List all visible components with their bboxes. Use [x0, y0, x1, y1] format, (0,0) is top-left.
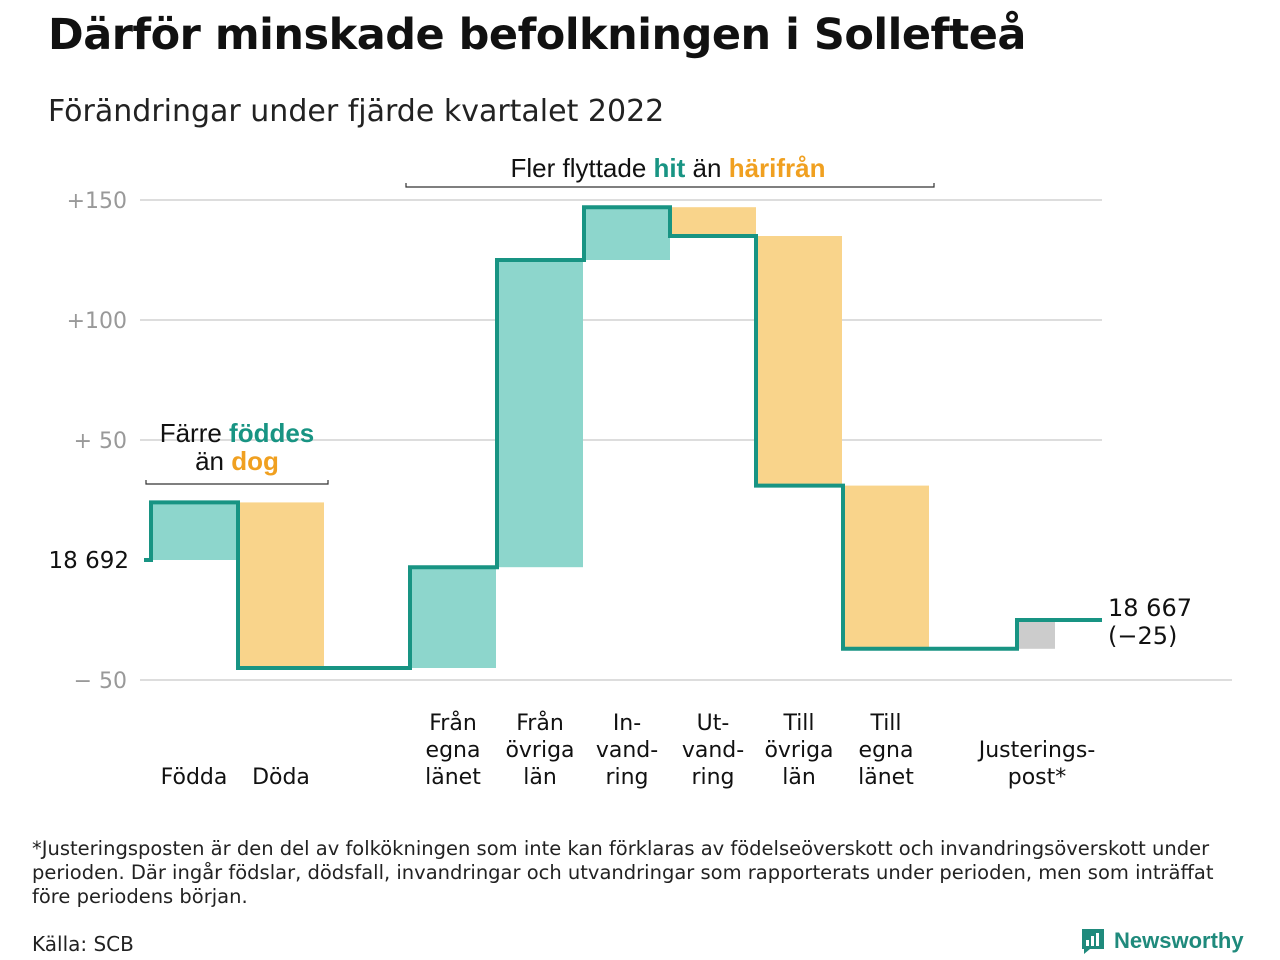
brand-name: Newsworthy: [1114, 928, 1244, 953]
category-label: Döda: [252, 765, 310, 790]
chart-subtitle: Förändringar under fjärde kvartalet 2022: [48, 94, 665, 129]
waterfall-bar: [670, 207, 756, 236]
annotation-part: än: [685, 153, 728, 183]
category-label-line: övriga: [505, 738, 574, 763]
category-label-line: Födda: [161, 765, 228, 790]
category-label-line: vand-: [596, 738, 658, 763]
brand-logo: Newsworthy: [1080, 927, 1244, 955]
category-label: Ut-vand-ring: [682, 711, 744, 790]
category-label-line: vand-: [682, 738, 744, 763]
waterfall-bar: [410, 567, 496, 668]
category-label-line: Till: [782, 711, 814, 736]
category-label-line: län: [782, 765, 816, 790]
annotation-part: Fler flyttade: [510, 153, 653, 183]
category-label-line: ring: [691, 765, 734, 790]
annotation-births-bracket: [145, 480, 329, 485]
category-label-line: ring: [605, 765, 648, 790]
annotation-migration-bracket: [405, 183, 935, 188]
waterfall-bar: [1017, 620, 1055, 649]
category-label: Till övriga län: [764, 711, 833, 790]
source-label: Källa: SCB: [32, 932, 134, 956]
end-value-label: 18 667: [1108, 594, 1192, 622]
category-label-line: Från: [429, 710, 477, 736]
category-label-line: Ut-: [697, 711, 730, 736]
footnote: *Justeringsposten är den del av folkökni…: [32, 837, 1214, 908]
annotation-part: föddes: [229, 418, 314, 448]
newsworthy-logo-icon: [1082, 929, 1104, 954]
waterfall-bar: [497, 260, 583, 568]
category-label-line: Justerings-: [977, 738, 1096, 763]
category-label-line: egna: [859, 738, 914, 763]
waterfall-bar: [151, 502, 237, 560]
annotation-part: dog: [231, 446, 279, 476]
annotation-births: Färre föddes: [160, 418, 315, 448]
waterfall-chart: − 50 + 50 +100 +150 18 692 18 667(−25) Födda Dö…: [49, 153, 1232, 790]
annotation-part: än: [195, 446, 231, 476]
annotation-part: härifrån: [729, 153, 826, 183]
annotation-births-line2: än dog: [195, 446, 279, 476]
annotation-migration: Fler flyttade hit än härifrån: [510, 153, 825, 183]
category-label-line: Från: [516, 710, 564, 736]
category-label-line: Döda: [252, 765, 310, 790]
end-change-label: (−25): [1108, 622, 1177, 650]
category-label: In-vand-ring: [596, 711, 658, 790]
category-label-line: län: [523, 765, 557, 790]
category-label-line: egna: [426, 738, 481, 763]
chart-title: Därför minskade befolkningen i Sollefteå: [48, 10, 1026, 60]
category-label: Från övriga län: [505, 710, 574, 790]
y-tick-label: + 50: [74, 429, 127, 454]
category-label-line: länet: [425, 765, 481, 790]
waterfall-bar: [238, 502, 324, 668]
category-label: Till egna länet: [858, 711, 914, 790]
start-value-label: 18 692: [49, 548, 129, 574]
waterfall-bar: [584, 207, 670, 260]
category-label: Födda: [161, 765, 228, 790]
category-label-line: In-: [613, 711, 641, 736]
waterfall-bar: [756, 236, 842, 486]
category-label-line: post*: [1008, 765, 1067, 790]
population-line: [144, 205, 1102, 670]
category-label-line: länet: [858, 765, 914, 790]
category-label-line: Till: [869, 711, 901, 736]
y-tick-label: − 50: [74, 669, 127, 694]
annotation-part: Färre: [160, 418, 229, 448]
category-label: Från egna länet: [425, 710, 481, 790]
category-label: Justerings-post*: [977, 738, 1096, 790]
annotation-part: hit: [654, 153, 686, 183]
waterfall-bar: [843, 485, 929, 649]
y-tick-label: +100: [67, 309, 127, 334]
category-label-line: övriga: [764, 738, 833, 763]
y-tick-label: +150: [67, 189, 127, 214]
